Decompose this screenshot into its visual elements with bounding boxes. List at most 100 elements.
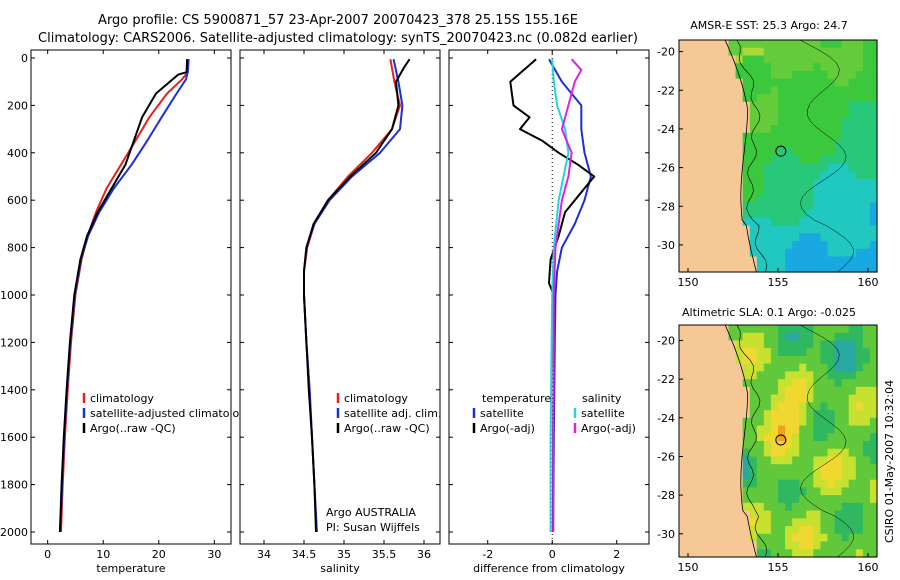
map-cell [785,109,793,118]
map-cell [707,101,715,111]
map-cell [813,433,822,442]
map-cell [792,78,800,87]
map-cell [749,101,758,111]
map-cell [763,117,772,126]
legend-label: climatology [344,392,408,405]
map-cell [869,156,878,165]
map-cell [679,417,687,427]
map-cell [728,117,737,126]
map-cell [778,94,786,103]
map-cell [728,202,737,211]
map-cell [806,433,814,442]
map-cell [707,379,715,388]
map-cell [778,125,786,134]
map-cell [806,210,814,219]
map-cell [827,148,836,157]
map-cell [756,433,765,442]
map-cell [841,241,850,250]
map-cell [721,186,730,196]
map-cell [855,171,864,180]
map-cell [792,132,800,142]
map-cell [700,225,708,234]
map-cell [693,125,701,134]
figure-title-line2: Climatology: CARS2006. Satellite-adjuste… [38,31,638,46]
map-cell [679,340,687,349]
map-cell [869,394,878,403]
map-cell [799,425,807,434]
map-cell [735,502,744,512]
map-cell [834,86,843,95]
map-cell [834,156,843,165]
map-cell [785,417,793,427]
map-cell [806,371,814,380]
map-cell [792,202,800,211]
map-cell [714,332,723,342]
map-cell [679,156,687,165]
map-cell [735,78,744,87]
map-cell [721,379,730,388]
map-cell [862,148,871,157]
map-cell [742,456,751,465]
map-cell [792,233,800,242]
map-cell [749,70,758,80]
map-cell [693,163,701,173]
map-cell [707,264,715,273]
map-cell [862,70,871,80]
map-cell [707,148,715,157]
map-cell [707,332,715,342]
map-cell [686,163,694,173]
map-cell [728,70,737,80]
map-cell [834,386,843,396]
map-cell [848,379,857,388]
map-cell [686,210,694,219]
map-cell [728,348,737,357]
map-cell [700,518,708,527]
map-cell [700,495,708,504]
map-cell [834,402,843,411]
map-cell [700,186,708,196]
map-cell [700,70,708,80]
map-cell [799,148,807,157]
map-cell [778,487,786,496]
map-cell [686,386,694,396]
map-cell [721,132,730,142]
map-cell [728,101,737,111]
map-cell [855,55,864,64]
map-cell [827,340,836,349]
map-cell [693,479,701,488]
map-cell [855,448,864,458]
map-cell [855,264,864,273]
map-cell [820,109,829,118]
map-cell [855,456,864,465]
legend-label: satellite [480,407,524,420]
map-cell [749,355,758,365]
map-cell [756,471,765,481]
map-cell [686,402,694,411]
map-cell [763,456,772,465]
map-cell [862,40,871,49]
map-cell [848,487,857,496]
map-cell [721,448,730,458]
map-cell [721,125,730,134]
map-cell [728,241,737,250]
map-cell [714,264,723,273]
map-cell [742,487,751,496]
map-cell [756,332,765,342]
map-cell [827,471,836,481]
map-cell [721,140,730,149]
map-cell [785,456,793,465]
map-cell [799,241,807,250]
map-cell [763,441,772,450]
y-tick-label: 1000 [0,289,28,302]
map-cell [813,256,822,265]
map-cell [763,402,772,411]
map-cell [679,541,687,550]
map-cell [756,487,765,496]
map-cell [686,70,694,80]
map-cell [799,109,807,118]
map-cell [700,132,708,142]
map-cell [770,363,779,372]
map-cell [820,441,829,450]
map-cell [862,264,871,273]
